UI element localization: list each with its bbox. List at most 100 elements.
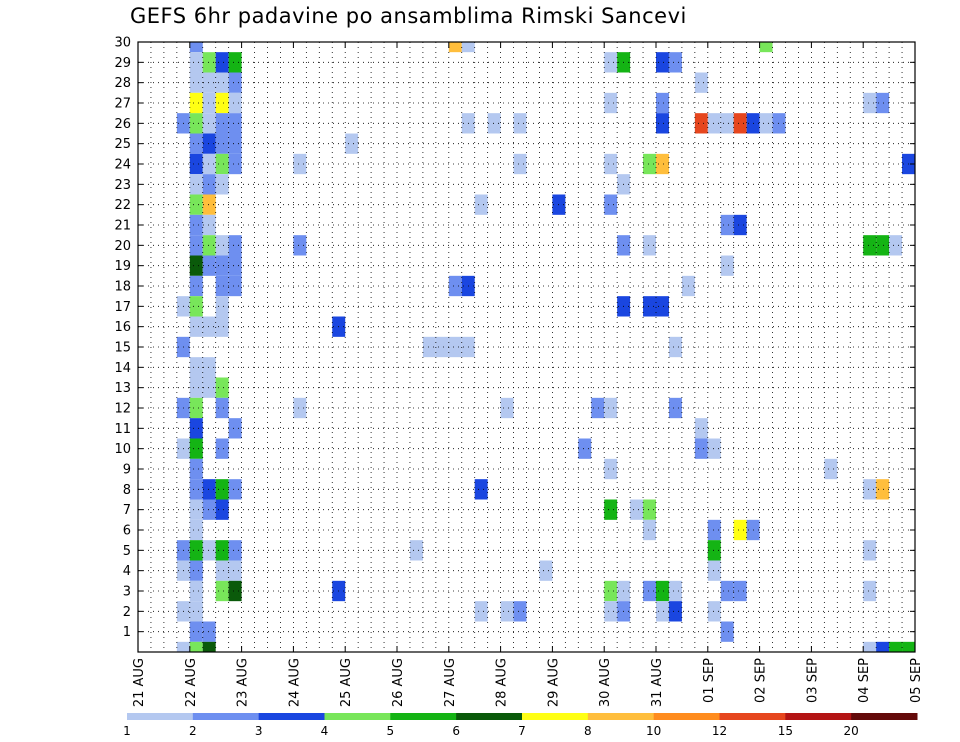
heatmap-cell (293, 235, 307, 256)
x-tick-label: 22 AUG (184, 658, 199, 707)
colorbar-segment (522, 713, 589, 720)
heatmap-cell (228, 133, 242, 154)
heatmap-cell (215, 113, 229, 134)
heatmap-cell (487, 113, 501, 134)
heatmap-cell (228, 52, 242, 73)
heatmap-cell (409, 540, 423, 561)
heatmap-cell (293, 397, 307, 419)
heatmap-cell (668, 397, 682, 419)
heatmap-cell (668, 336, 682, 358)
heatmap-cell (215, 316, 229, 337)
heatmap-cell (694, 438, 708, 459)
colorbar-segment (456, 713, 523, 720)
heatmap-cell (733, 113, 747, 134)
colorbar-segment (192, 713, 260, 720)
y-tick-label: 4 (123, 564, 131, 579)
y-tick-label: 8 (123, 483, 131, 498)
y-tick-label: 9 (123, 463, 131, 478)
heatmap-cell (215, 377, 229, 398)
heatmap-cell (345, 133, 359, 154)
y-tick-label: 2 (123, 605, 131, 620)
heatmap-cell (215, 174, 229, 195)
x-tick-label: 30 AUG (598, 658, 613, 707)
colorbar-label: 20 (844, 724, 859, 738)
heatmap-cell (513, 601, 527, 622)
heatmap-cell (189, 418, 203, 439)
heatmap-cell (876, 235, 890, 256)
heatmap-cell (228, 92, 242, 114)
colorbar-segment (719, 713, 786, 720)
x-tick-label: 23 AUG (236, 658, 251, 707)
heatmap-cell (448, 42, 462, 53)
heatmap-cell (228, 72, 242, 93)
heatmap-cell (435, 336, 449, 358)
heatmap-cell (578, 438, 592, 459)
grid-layer (138, 41, 915, 652)
heatmap-cell (189, 458, 203, 480)
heatmap-cell (604, 153, 618, 175)
heatmap-cell (474, 601, 488, 622)
x-tick-label: 27 AUG (443, 658, 458, 707)
heatmap-cell (604, 499, 618, 520)
colorbar-label: 10 (646, 724, 661, 738)
colorbar-label: 5 (387, 724, 395, 738)
heatmap-cell (189, 235, 203, 256)
heatmap-cell (228, 113, 242, 134)
x-tick-label: 29 AUG (546, 658, 561, 707)
heatmap-cell (513, 113, 527, 134)
heatmap-cell (202, 255, 216, 276)
heatmap-cell (176, 641, 190, 652)
heatmap-cell (189, 560, 203, 581)
x-tick-label: 02 SEP (754, 658, 769, 703)
heatmap-cell (448, 275, 462, 297)
heatmap-cell (215, 499, 229, 520)
heatmap-cell (707, 519, 721, 541)
heatmap-cell (215, 133, 229, 154)
heatmap-cell (448, 336, 462, 358)
heatmap-cell (824, 458, 838, 480)
x-tick-label: 05 SEP (909, 658, 924, 703)
heatmap-cell (189, 377, 203, 398)
heatmap-cell (733, 214, 747, 236)
y-tick-label: 6 (123, 524, 131, 539)
heatmap-cell (604, 397, 618, 419)
x-tick-label: 26 AUG (391, 658, 406, 707)
heatmap-cell (202, 641, 216, 652)
heatmap-cell (202, 113, 216, 134)
heatmap-cell (876, 479, 890, 500)
heatmap-cell (189, 438, 203, 459)
x-tick-label: 25 AUG (339, 658, 354, 707)
colorbar-segment (587, 713, 655, 720)
heatmap-cell (863, 92, 877, 114)
colorbar-segment (258, 713, 325, 720)
heatmap-cell (228, 479, 242, 500)
heatmap-cell (189, 357, 203, 378)
y-tick-label: 13 (114, 381, 131, 396)
heatmap-cell (863, 580, 877, 602)
heatmap-cell (630, 499, 644, 520)
heatmap-cell (215, 397, 229, 419)
heatmap-cell (189, 499, 203, 520)
heatmap-cell (461, 42, 475, 53)
heatmap-cell (189, 601, 203, 622)
heatmap-cell (707, 601, 721, 622)
heatmap-cell (215, 255, 229, 276)
heatmap-cell (656, 601, 669, 622)
y-tick-label: 11 (114, 422, 131, 437)
heatmap-cell (889, 641, 903, 652)
y-tick-label: 17 (114, 300, 131, 315)
y-tick-label: 23 (114, 178, 131, 193)
heatmap-cell (474, 194, 488, 215)
heatmap-cell (604, 52, 618, 73)
chart-title: GEFS 6hr padavine po ansamblima Rimski S… (130, 4, 687, 28)
heatmap-cell (733, 519, 747, 541)
heatmap-cell (591, 397, 605, 419)
heatmap-cell (863, 540, 877, 561)
x-tick-label: 28 AUG (495, 658, 510, 707)
heatmap-cell (202, 499, 216, 520)
heatmap-cell (189, 113, 203, 134)
heatmap-cell (668, 580, 682, 602)
heatmap-cell (215, 153, 229, 175)
x-tick-label: 01 SEP (702, 658, 717, 703)
